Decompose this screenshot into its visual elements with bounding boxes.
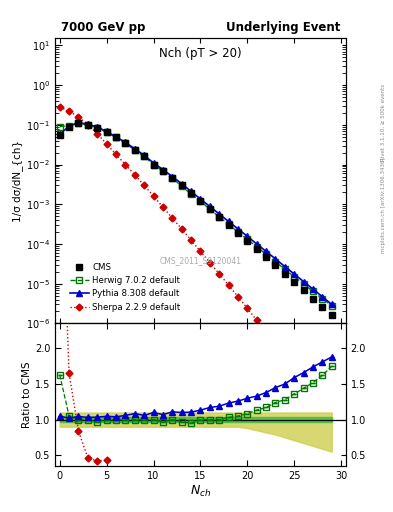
Text: 7000 GeV pp: 7000 GeV pp <box>61 21 145 34</box>
Legend: CMS, Herwig 7.0.2 default, Pythia 8.308 default, Sherpa 2.2.9 default: CMS, Herwig 7.0.2 default, Pythia 8.308 … <box>68 261 182 313</box>
Text: Nch (pT > 20): Nch (pT > 20) <box>159 47 242 60</box>
Text: CMS_2011_S9120041: CMS_2011_S9120041 <box>160 256 241 265</box>
Y-axis label: 1/σ dσ/dN_{ch}: 1/σ dσ/dN_{ch} <box>12 140 23 222</box>
X-axis label: $N_{ch}$: $N_{ch}$ <box>190 483 211 499</box>
Text: Underlying Event: Underlying Event <box>226 21 340 34</box>
Text: mcplots.cern.ch [arXiv:1306.3436]: mcplots.cern.ch [arXiv:1306.3436] <box>381 157 386 252</box>
Text: Rivet 3.1.10, ≥ 500k events: Rivet 3.1.10, ≥ 500k events <box>381 84 386 161</box>
Y-axis label: Ratio to CMS: Ratio to CMS <box>22 361 32 428</box>
